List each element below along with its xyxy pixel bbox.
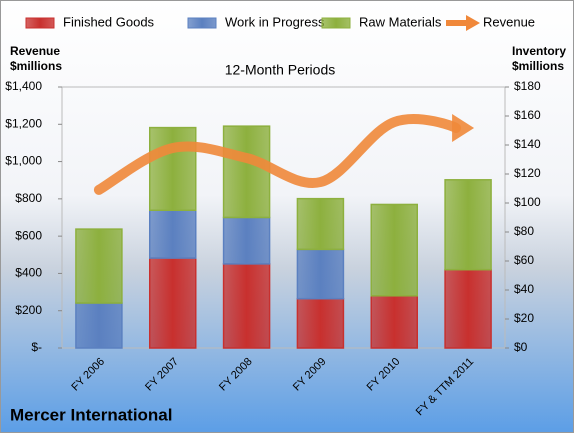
line [93,114,462,195]
bar-segment [370,295,418,349]
y2-tick-label: $60 [514,253,534,267]
y2-tick-label: $80 [514,224,534,238]
y2-axis-label: Inventory $millions [512,44,566,73]
company-name: Mercer International [10,405,173,424]
arrow-head [452,114,475,143]
legend-swatch [321,17,351,29]
y-tick-label: $800 [15,191,42,205]
bar-segment [296,197,345,251]
bar-segment [222,216,271,265]
legend-swatch [187,17,217,29]
y-tick-label: $- [31,340,42,354]
bar-segment [75,302,123,349]
bar-segment [296,297,345,349]
chart-title: 12-Month Periods [225,62,336,78]
y2-tick-label: $40 [514,282,534,296]
y2-tick-label: $140 [514,137,541,151]
bar-segment [222,125,271,219]
y-tick-label: $1,200 [5,116,42,130]
bar-segment [149,209,197,259]
bar-segment [370,203,418,297]
y2-tick-label: $20 [514,311,534,325]
y-tick-label: $600 [15,228,42,242]
bar-segment [296,248,345,300]
bar-segment [222,263,271,349]
plot-area [61,86,506,349]
y2-tick-label: $160 [514,108,541,122]
legend-label: Revenue [483,14,535,29]
y-tick-label: $200 [15,303,42,317]
bar-segment [149,257,197,349]
legend-label: Work in Progress [225,14,325,29]
y2-tick-label: $180 [514,79,541,93]
y-tick-label: $1,400 [5,79,42,93]
bar-segment [75,228,123,304]
bar-segment [149,126,197,211]
legend-label: Raw Materials [359,14,442,29]
legend-label: Finished Goods [63,14,155,29]
y2-tick-label: $100 [514,195,541,209]
legend-swatch [25,17,55,29]
legend-swatch [466,15,480,31]
y-axis-label: Revenue $millions [10,44,62,73]
bar-segment [444,268,492,349]
y-tick-label: $400 [15,266,42,280]
y-tick-label: $1,000 [5,154,42,168]
y2-tick-label: $0 [514,340,528,354]
y2-tick-label: $120 [514,166,541,180]
bar-segment [444,179,492,271]
